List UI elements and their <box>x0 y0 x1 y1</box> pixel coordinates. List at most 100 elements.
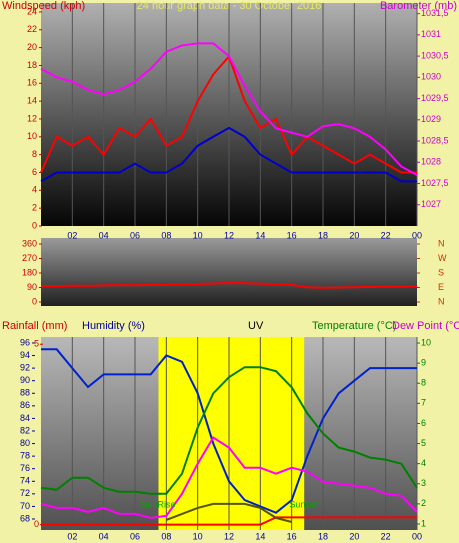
x-tick-label: 18 <box>318 531 328 541</box>
series-line <box>41 516 417 526</box>
y-tick-label: 12 <box>27 113 37 123</box>
series-line <box>40 281 418 289</box>
y-tick-label: 1030,5 <box>421 50 449 60</box>
x-tick-label: 08 <box>161 230 171 240</box>
y-tick-label: 4 <box>32 185 37 195</box>
y-tick-label: 78 <box>20 451 30 461</box>
series-line <box>40 126 417 183</box>
y-tick-label: 1027 <box>421 199 441 209</box>
y-tick-label: 96 <box>20 337 30 347</box>
legend-label: UV <box>248 320 264 332</box>
panel-bg <box>41 238 417 306</box>
y-tick-label: 2 <box>421 498 426 508</box>
x-tick-label: 02 <box>67 531 77 541</box>
x-tick-label: 14 <box>255 531 265 541</box>
y-tick-label: 24 <box>27 6 37 16</box>
y-tick-label: 10 <box>421 337 431 347</box>
x-tick-label: 00 <box>412 531 422 541</box>
x-tick-label: 22 <box>381 531 391 541</box>
y-tick-label: 1 <box>421 518 426 528</box>
series-line <box>40 42 418 176</box>
y-tick-label: 84 <box>20 413 30 423</box>
x-tick-label: 00 <box>412 230 422 240</box>
y-axis-label: Windspeed (kph) <box>2 0 85 12</box>
y-tick-label: 6 <box>421 418 426 428</box>
y-tick-label: 70 <box>20 501 30 511</box>
y-tick-label: 92 <box>20 362 30 372</box>
legend-label: Rainfall (mm) <box>2 320 67 332</box>
x-tick-label: 16 <box>287 230 297 240</box>
x-tick-label: 06 <box>130 531 140 541</box>
y-tick-label: 10 <box>27 131 37 141</box>
y-tick-label: 8 <box>32 149 37 159</box>
y-tick-label: 1031,5 <box>421 8 449 18</box>
y-tick-label: 180 <box>22 267 37 277</box>
y-tick-label: 5 <box>34 339 39 349</box>
y-tick-label: 0 <box>32 296 37 306</box>
x-tick-label: 04 <box>99 230 109 240</box>
y-tick-label: 76 <box>20 463 30 473</box>
y-tick-label: 1027,5 <box>421 178 449 188</box>
y-tick-label: 5 <box>421 438 426 448</box>
y-tick-label: 16 <box>27 78 37 88</box>
series-line <box>40 366 418 495</box>
y-tick-label: 1031 <box>421 29 441 39</box>
y-tick-label: 6 <box>32 167 37 177</box>
x-tick-label: 12 <box>224 531 234 541</box>
x-tick-label: 20 <box>349 531 359 541</box>
x-tick-label: 14 <box>255 230 265 240</box>
x-tick-label: 04 <box>99 531 109 541</box>
y-tick-label: 14 <box>27 95 37 105</box>
series-line <box>165 502 292 523</box>
y-tick-label: 82 <box>20 425 30 435</box>
x-tick-label: 10 <box>193 531 203 541</box>
y-tick-label: 1029,5 <box>421 93 449 103</box>
annotation: SunSet <box>289 499 319 509</box>
y2-axis-label: Barometer (mb) <box>380 0 457 12</box>
x-tick-label: 18 <box>318 230 328 240</box>
y-tick-label: 270 <box>22 253 37 263</box>
x-tick-label: 12 <box>224 230 234 240</box>
daylight-band <box>158 337 305 530</box>
y-tick-label: 94 <box>20 350 30 360</box>
x-tick-label: 22 <box>381 230 391 240</box>
y-tick-label: 0 <box>32 220 37 230</box>
y-tick-label: 80 <box>20 438 30 448</box>
y-tick-label: 1028,5 <box>421 135 449 145</box>
y-tick-label: 3 <box>421 478 426 488</box>
y-tick-label: N <box>438 296 445 306</box>
x-tick-label: 10 <box>193 230 203 240</box>
y-tick-label: 360 <box>22 238 37 248</box>
y-tick-label: 74 <box>20 476 30 486</box>
legend-label: Temperature (°C) <box>312 320 396 332</box>
y-tick-label: E <box>438 282 444 292</box>
y-tick-label: 1030 <box>421 72 441 82</box>
y-tick-label: 0 <box>34 519 39 529</box>
y-tick-label: N <box>438 238 445 248</box>
x-tick-label: 02 <box>67 230 77 240</box>
y-tick-label: 8 <box>421 378 426 388</box>
y-tick-label: 90 <box>27 282 37 292</box>
x-tick-label: 20 <box>349 230 359 240</box>
y-tick-label: W <box>438 253 447 263</box>
y-tick-label: 18 <box>27 60 37 70</box>
y-tick-label: 1029 <box>421 114 441 124</box>
y-tick-label: 88 <box>20 388 30 398</box>
y-tick-label: 90 <box>20 375 30 385</box>
y-tick-label: 20 <box>27 42 37 52</box>
legend-label: Humidity (%) <box>82 320 145 332</box>
y-tick-label: 86 <box>20 400 30 410</box>
series-line <box>40 436 418 519</box>
y-tick-label: 22 <box>27 24 37 34</box>
x-tick-label: 16 <box>287 531 297 541</box>
y-tick-label: 2 <box>32 203 37 213</box>
y-tick-label: 7 <box>421 398 426 408</box>
x-tick-label: 06 <box>130 230 140 240</box>
series-line <box>41 348 417 514</box>
y-tick-label: 72 <box>20 488 30 498</box>
annotation: SunRise <box>141 499 175 509</box>
y-tick-label: 9 <box>421 358 426 368</box>
legend-label: Dew Point (°C) <box>392 320 459 332</box>
y-tick-label: 4 <box>421 458 426 468</box>
y-tick-label: S <box>438 267 444 277</box>
